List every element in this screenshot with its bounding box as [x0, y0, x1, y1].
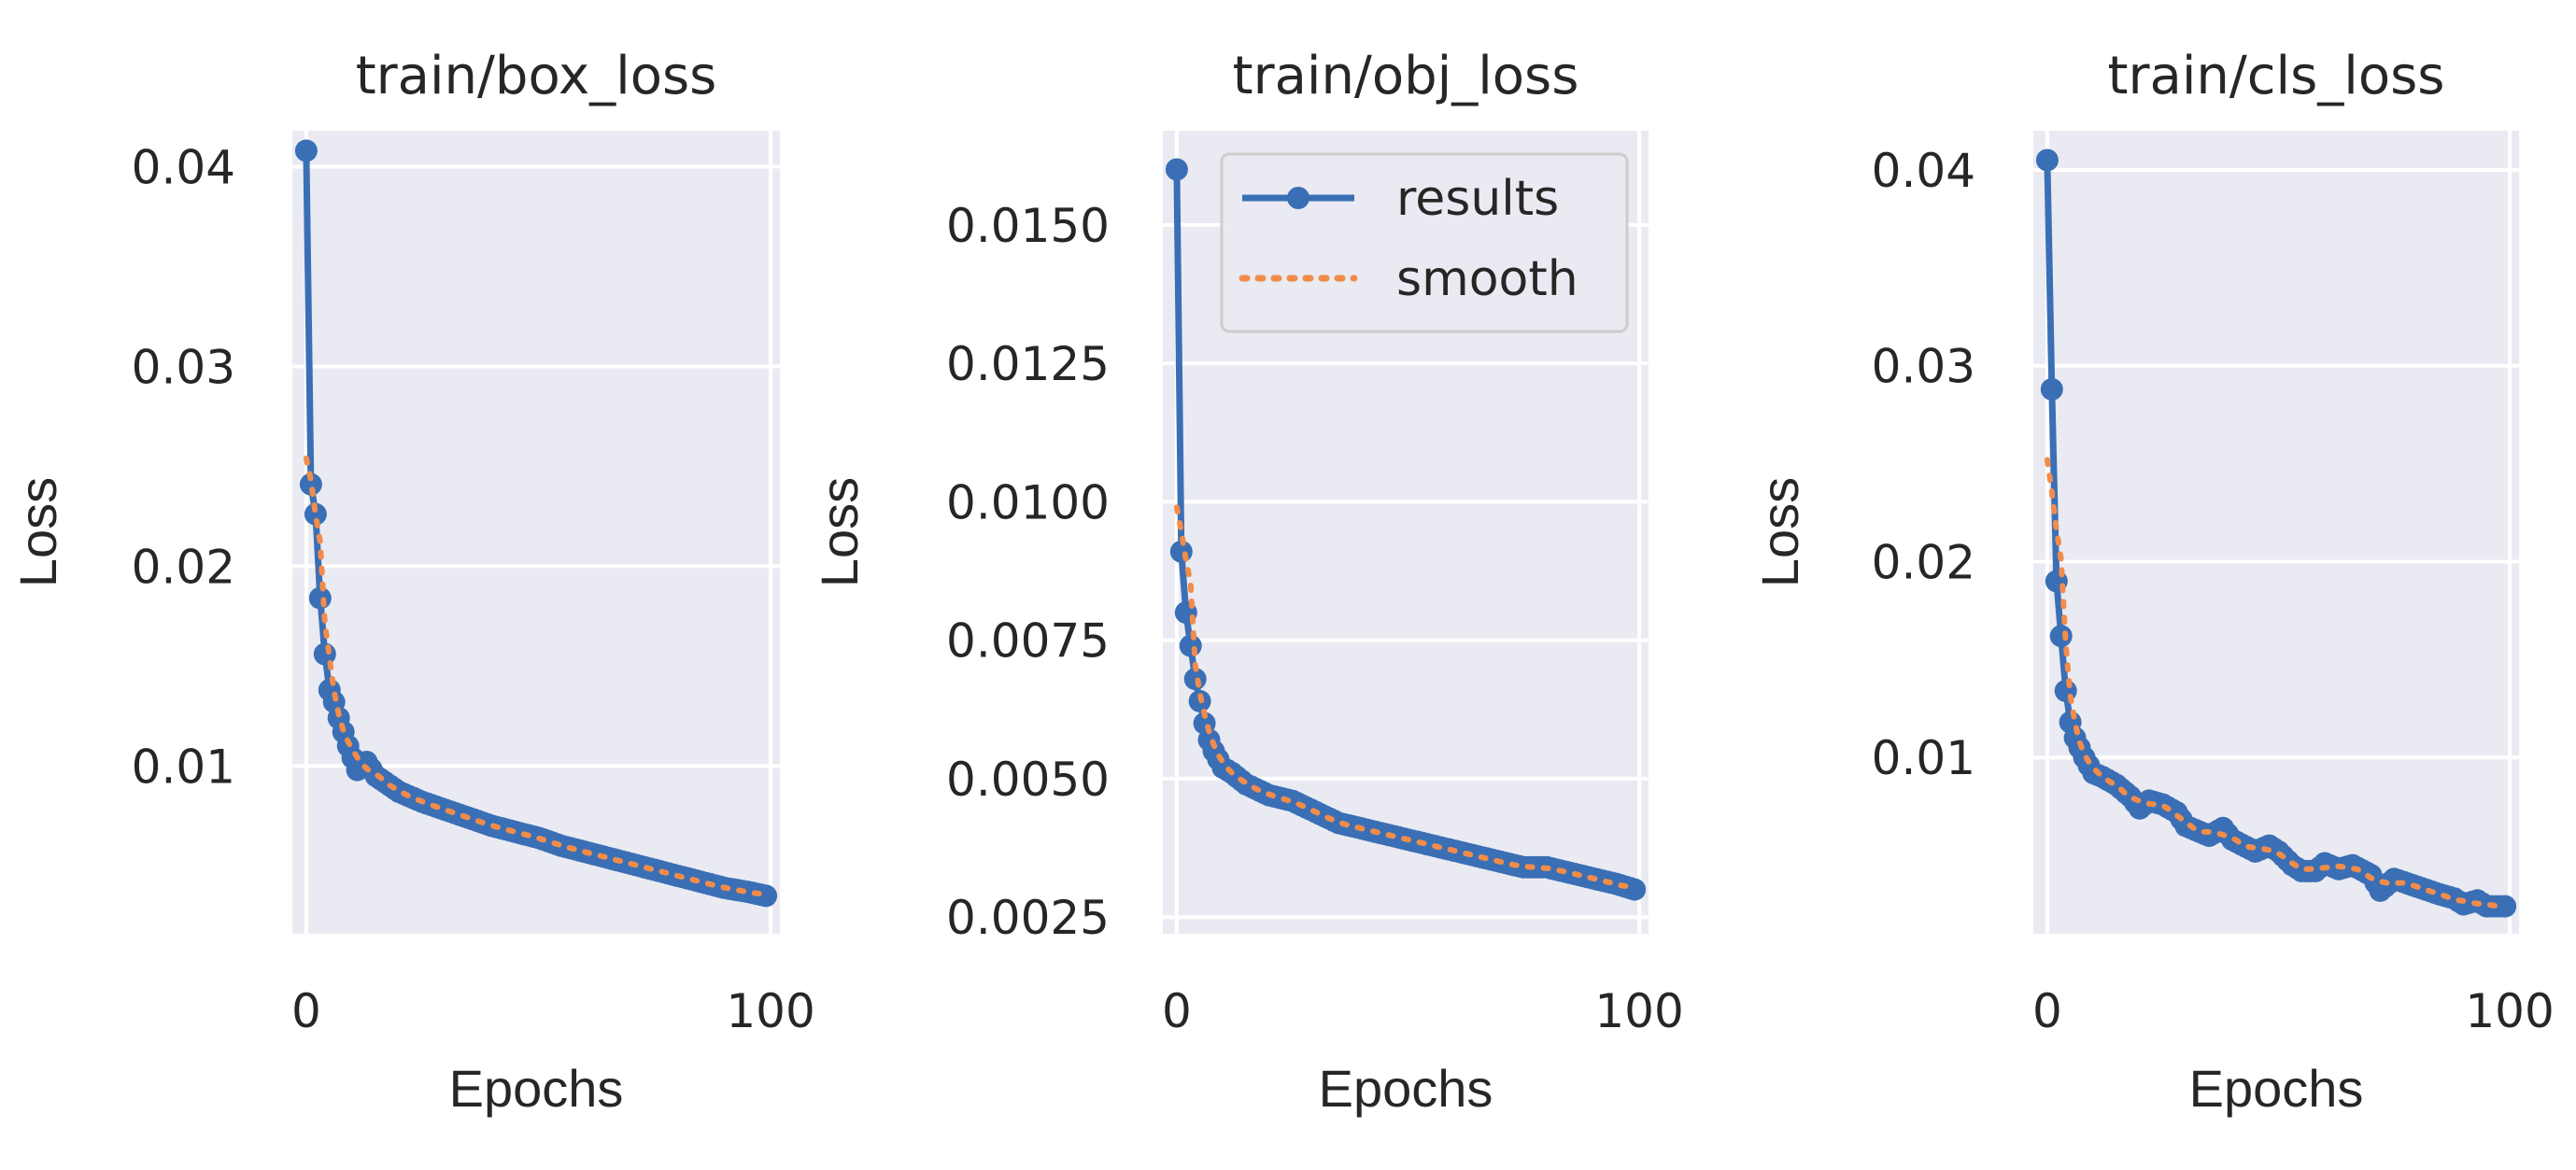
- results-point: [299, 472, 322, 496]
- smooth-line: [2044, 457, 2509, 909]
- x-tick-label: 100: [1594, 984, 1683, 1038]
- subplot-3: 0.01 0.02 0.03 0.04 0 100 train/cls_loss Epochs…: [1750, 46, 2555, 1118]
- y-tick-label: 0.02: [132, 540, 235, 594]
- subplot-1: 0.01 0.02 0.03 0.04 0 100 train/box_loss Epochs…: [8, 46, 815, 1118]
- y-tick-label: 0.04: [1872, 144, 1975, 198]
- smooth-line: [303, 455, 770, 897]
- legend-results-marker: [1287, 187, 1309, 209]
- y-tick-label: 0.03: [132, 340, 235, 394]
- results-point: [2494, 895, 2517, 918]
- y-tick-label: 0.01: [132, 740, 235, 794]
- results-point: [1179, 634, 1202, 657]
- x-tick-label: 0: [2032, 984, 2062, 1038]
- legend: results smooth: [1220, 152, 1629, 333]
- y-tick-label: 0.0150: [946, 199, 1110, 253]
- results-point: [2040, 377, 2063, 401]
- y-tick-label: 0.02: [1872, 535, 1975, 589]
- y-axis-label: Loss: [1750, 477, 1809, 587]
- plot-area: [292, 131, 780, 934]
- y-axis-label: Loss: [8, 477, 67, 587]
- x-axis-label: Epochs: [449, 1059, 624, 1118]
- legend-results-label: results: [1396, 171, 1559, 227]
- smooth-line: [1173, 504, 1638, 891]
- results-point: [2035, 148, 2059, 172]
- x-axis-label: Epochs: [2189, 1059, 2364, 1118]
- x-tick-label: 100: [726, 984, 814, 1038]
- results-point: [2049, 625, 2073, 648]
- y-tick-label: 0.0025: [946, 891, 1110, 945]
- plot-area: [2033, 131, 2519, 934]
- results-point: [304, 502, 327, 526]
- results-point: [1623, 878, 1647, 901]
- results-point: [1165, 158, 1188, 181]
- subplot-title: train/box_loss: [356, 46, 717, 106]
- x-tick-label: 100: [2465, 984, 2554, 1038]
- y-tick-label: 0.04: [132, 141, 235, 195]
- y-tick-label: 0.0050: [946, 753, 1110, 807]
- x-axis-label: Epochs: [1319, 1059, 1493, 1118]
- y-axis-label: Loss: [810, 477, 869, 587]
- y-tick-label: 0.0100: [946, 475, 1110, 529]
- y-tick-label: 0.0075: [946, 614, 1110, 669]
- subplot-title: train/cls_loss: [2108, 46, 2445, 106]
- results-point: [294, 139, 318, 162]
- x-tick-label: 0: [291, 984, 321, 1038]
- legend-smooth-label: smooth: [1396, 251, 1578, 307]
- subplot-title: train/obj_loss: [1233, 46, 1579, 106]
- y-tick-label: 0.03: [1872, 340, 1975, 394]
- y-tick-label: 0.01: [1872, 731, 1975, 785]
- y-tick-label: 0.0125: [946, 337, 1110, 391]
- results-point: [308, 586, 332, 610]
- x-tick-label: 0: [1162, 984, 1192, 1038]
- subplot-2: 0.0025 0.0050 0.0075 0.0100 0.0125 0.0150 0 100…: [810, 46, 1684, 1118]
- results-point: [755, 884, 778, 908]
